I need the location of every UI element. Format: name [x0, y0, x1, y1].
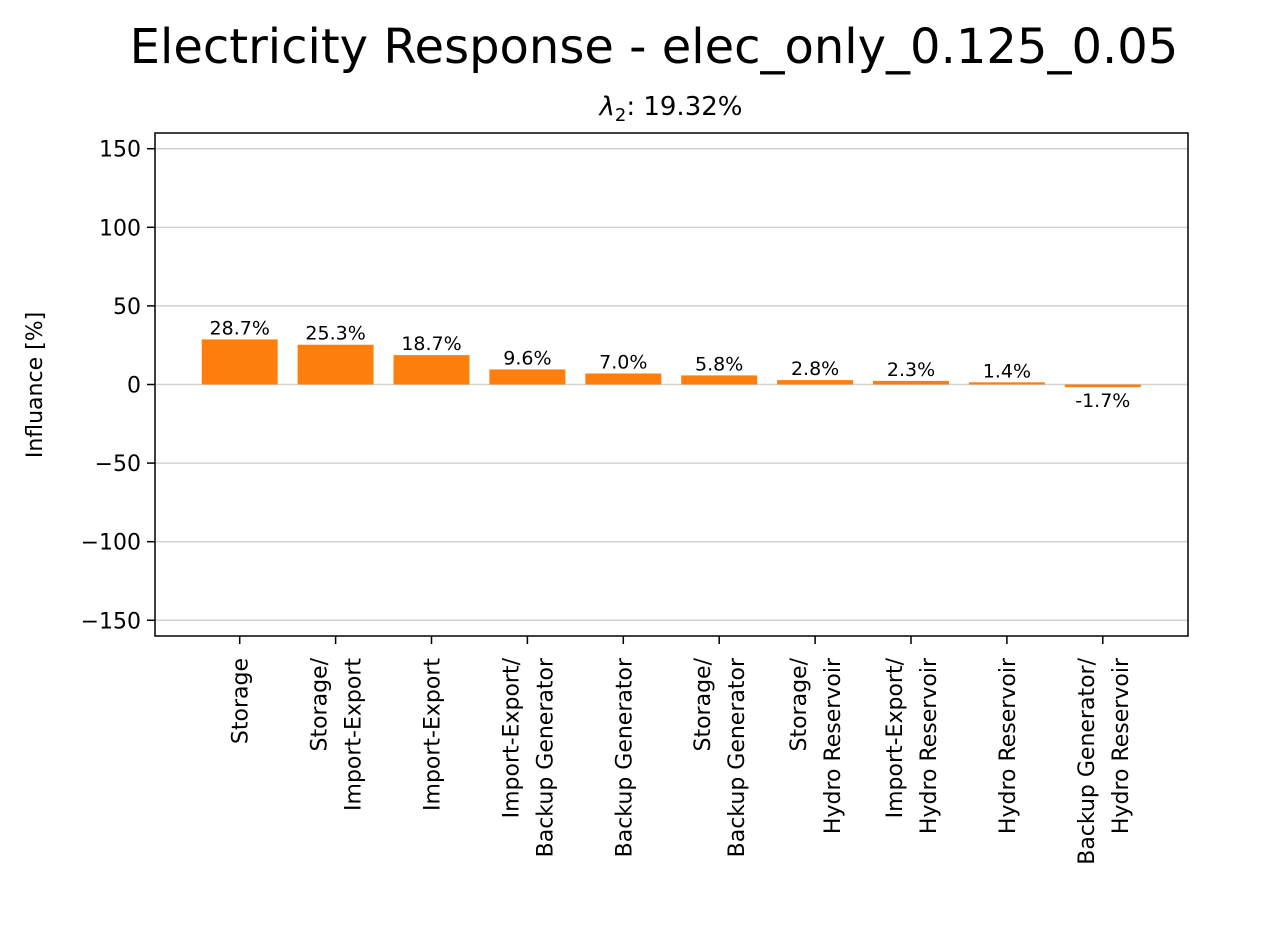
data-labels: 28.7% 25.3% 18.7% 9.6% 7.0% 5.8% 2.8% 2.3% 1.4% -…: [210, 317, 1131, 412]
bar: [585, 373, 662, 385]
x-tick-label: Storage: [229, 658, 254, 744]
x-tick-label: Hydro Reservoir: [821, 657, 846, 834]
bar: [681, 375, 758, 385]
x-tick-label: Hydro Reservoir: [996, 657, 1021, 834]
data-label: 5.8%: [695, 353, 743, 375]
y-tick-label: 0: [127, 374, 141, 399]
data-label: 28.7%: [210, 317, 270, 339]
y-tick-label: 150: [99, 138, 141, 163]
x-tick-label: Import-Export: [342, 658, 367, 811]
x-tick-label: Storage/: [787, 657, 812, 751]
y-tick-label: −150: [81, 609, 141, 634]
y-tick-label: −50: [95, 452, 141, 477]
x-tick-label: Backup Generator: [725, 657, 750, 857]
subtitle-symbol: λ: [597, 92, 614, 122]
chart-title: Electricity Response - elec_only_0.125_0…: [130, 19, 1179, 75]
y-axis-ticks: −150 −100 −50 0 50 100 150: [81, 138, 155, 634]
bar: [393, 355, 470, 385]
data-label: 25.3%: [305, 323, 365, 345]
data-label: -1.7%: [1075, 390, 1130, 412]
x-tick-label: Backup Generator: [533, 657, 558, 857]
y-axis-label: Influance [%]: [23, 312, 48, 458]
bar: [201, 339, 278, 385]
x-tick-label: Import-Export/: [883, 657, 908, 818]
x-tick-label: Import-Export/: [499, 657, 524, 818]
data-label: 1.4%: [983, 360, 1031, 382]
bar: [968, 382, 1045, 385]
x-tick-label: Storage/: [691, 657, 716, 751]
bar: [873, 380, 949, 385]
bar: [489, 369, 566, 385]
data-label: 18.7%: [401, 333, 461, 355]
x-tick-label: Storage/: [308, 657, 333, 751]
y-tick-label: −100: [81, 531, 141, 556]
x-tick-label: Hydro Reservoir: [917, 657, 942, 834]
data-label: 9.6%: [503, 347, 551, 369]
chart-subtitle: λ2: 19.32%: [597, 92, 742, 126]
x-tick-label: Hydro Reservoir: [1109, 657, 1134, 834]
y-tick-label: 100: [99, 216, 141, 241]
y-tick-label: 50: [113, 295, 141, 320]
x-tick-label: Backup Generator/: [1075, 657, 1100, 864]
x-tick-label: Import-Export: [421, 658, 446, 811]
bar: [1064, 384, 1141, 388]
subtitle-subscript: 2: [615, 105, 626, 126]
subtitle-text: : 19.32%: [626, 92, 742, 122]
bar: [297, 344, 374, 385]
data-label: 2.8%: [791, 358, 839, 380]
bar: [777, 380, 854, 385]
x-axis-ticks: Storage Storage/Import-Export Import-Expor…: [229, 636, 1134, 865]
data-label: 2.3%: [887, 359, 935, 381]
bars: [201, 339, 1141, 388]
data-label: 7.0%: [599, 351, 647, 373]
x-tick-label: Backup Generator: [612, 657, 637, 857]
